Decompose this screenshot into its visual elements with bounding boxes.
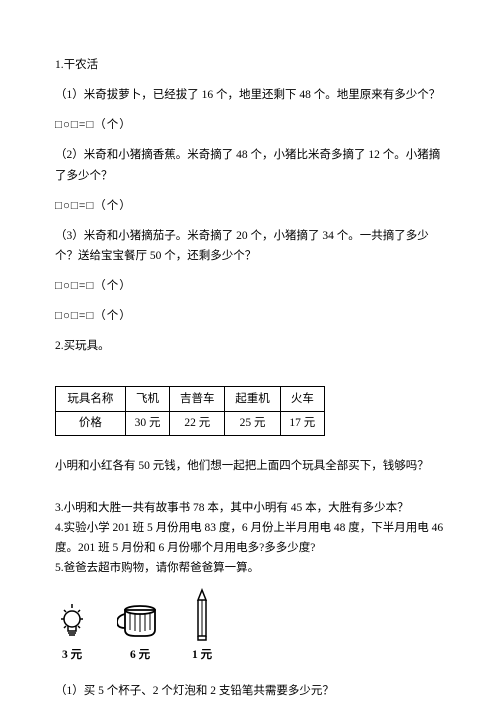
q1-eq3: □○□=□（个）	[55, 276, 445, 296]
toy-table: 玩具名称 飞机 吉普车 起重机 火车 价格 30 元 22 元 25 元 17 …	[55, 386, 325, 435]
q4-text: 4.实验小学 201 班 5 月份用电 83 度，6 月份上半月用电 48 度，…	[55, 518, 445, 558]
q1-eq2: □○□=□（个）	[55, 196, 445, 216]
q2-question: 小明和小红各有 50 元钱，他们想一起把上面四个玩具全部买下，钱够吗？	[55, 456, 445, 476]
q1-eq1: □○□=□（个）	[55, 115, 445, 135]
shop-label: 1 元	[192, 645, 212, 665]
pencil-icon	[191, 588, 213, 642]
q5-title: 5.爸爸去超市购物，请你帮爸爸算一算。	[55, 558, 445, 578]
shop-item-cup: 6 元	[117, 600, 163, 665]
shop-item-bulb: 3 元	[55, 598, 89, 665]
cup-icon	[117, 600, 163, 642]
th-crane: 起重机	[225, 387, 280, 411]
q1-title: 1.干农活	[55, 55, 445, 75]
td-price-crane: 25 元	[225, 411, 280, 435]
table-row: 价格 30 元 22 元 25 元 17 元	[56, 411, 325, 435]
q5-sub1: （1）买 5 个杯子、2 个灯泡和 2 支铅笔共需要多少元？	[55, 681, 445, 701]
td-price-plane: 30 元	[125, 411, 169, 435]
table-row: 玩具名称 飞机 吉普车 起重机 火车	[56, 387, 325, 411]
th-jeep: 吉普车	[170, 387, 225, 411]
q1-p2: （2）米奇和小猪摘香蕉。米奇摘了 48 个，小猪比米奇多摘了 12 个。小猪摘了…	[55, 145, 445, 185]
th-train: 火车	[280, 387, 324, 411]
q1-eq4: □○□=□（个）	[55, 306, 445, 326]
bulb-icon	[55, 598, 89, 642]
q1-p3: （3）米奇和小猪摘茄子。米奇摘了 20 个，小猪摘了 34 个。一共摘了多少个？…	[55, 226, 445, 266]
td-price-label: 价格	[56, 411, 126, 435]
td-price-jeep: 22 元	[170, 411, 225, 435]
q2-title: 2.买玩具。	[55, 336, 445, 356]
q3-text: 3.小明和大胜一共有故事书 78 本，其中小明有 45 本，大胜有多少本？	[55, 498, 445, 518]
th-plane: 飞机	[125, 387, 169, 411]
shop-label: 6 元	[130, 645, 150, 665]
shop-label: 3 元	[62, 645, 82, 665]
td-price-train: 17 元	[280, 411, 324, 435]
shop-item-pencil: 1 元	[191, 588, 213, 665]
q1-p1: （1）米奇拔萝卜，已经拔了 16 个，地里还剩下 48 个。地里原来有多少个？	[55, 85, 445, 105]
th-name: 玩具名称	[56, 387, 126, 411]
shop-row: 3 元 6 元 1 元	[55, 588, 445, 665]
